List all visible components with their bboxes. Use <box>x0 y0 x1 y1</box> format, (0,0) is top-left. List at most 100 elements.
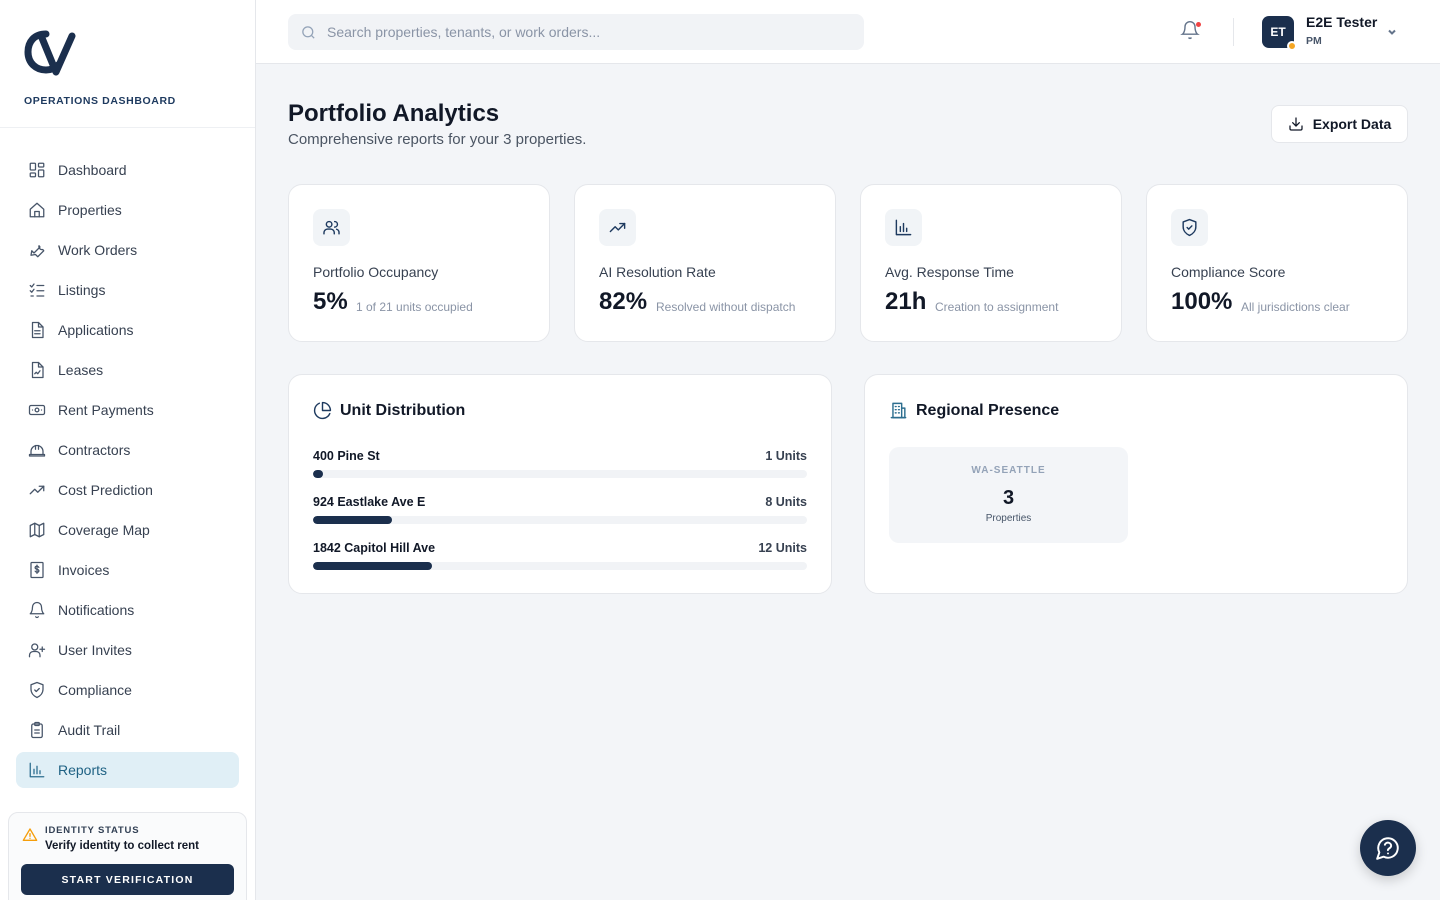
stat-note: Creation to assignment <box>935 300 1059 314</box>
unit-bar-track <box>313 516 807 524</box>
document-icon <box>31 321 44 339</box>
regional-presence-title: Regional Presence <box>916 401 1060 419</box>
stat-label: Compliance Score <box>1171 264 1286 280</box>
property-name: 1842 Capitol Hill Ave <box>313 541 436 555</box>
sidebar-item-label: User Invites <box>58 642 132 658</box>
identity-status-title: IDENTITY STATUS <box>45 825 140 836</box>
regional-presence-card: Regional Presence WA-SEATTLE 3 Propertie… <box>864 374 1408 594</box>
sidebar-item-label: Cost Prediction <box>58 482 153 498</box>
stat-card-avg-response-time: Avg. Response Time 21h Creation to assig… <box>860 184 1122 342</box>
stat-value: 82% <box>599 288 648 315</box>
export-data-button[interactable]: Export Data <box>1271 105 1408 143</box>
sidebar-item-label: Contractors <box>58 442 131 458</box>
sidebar-item-applications[interactable]: Applications <box>16 312 239 348</box>
stat-value: 100% <box>1171 288 1233 315</box>
notification-dot <box>1196 22 1201 27</box>
sidebar-item-audit-trail[interactable]: Audit Trail <box>16 712 239 748</box>
unit-count: 8 Units <box>765 495 807 509</box>
sidebar-item-label: Reports <box>58 762 108 778</box>
notifications-button[interactable] <box>1180 20 1202 42</box>
unit-row: 400 Pine St 1 Units <box>313 449 807 485</box>
start-verification-button[interactable]: START VERIFICATION <box>21 864 234 895</box>
unit-count: 12 Units <box>758 541 807 555</box>
topbar-divider <box>1233 18 1234 46</box>
trending-up-icon <box>609 222 626 233</box>
clipboard-icon <box>31 721 43 739</box>
user-plus-icon <box>28 643 46 658</box>
bar-chart-icon <box>895 219 912 236</box>
shield-check-icon <box>30 681 44 699</box>
search-icon <box>302 25 315 39</box>
stat-value: 21h <box>885 288 927 315</box>
avatar: ET <box>1262 16 1297 51</box>
sidebar-item-notifications[interactable]: Notifications <box>16 592 239 628</box>
bell-icon <box>29 601 45 619</box>
sidebar-item-label: Coverage Map <box>58 522 150 538</box>
sidebar-item-leases[interactable]: Leases <box>16 352 239 388</box>
home-icon <box>29 202 45 218</box>
sidebar-item-invoices[interactable]: Invoices <box>16 552 239 588</box>
bar-chart-icon <box>29 762 45 778</box>
unit-bar-fill <box>313 470 323 478</box>
stat-card-portfolio-occupancy: Portfolio Occupancy 5% 1 of 21 units occ… <box>288 184 550 342</box>
sidebar-item-label: Notifications <box>58 602 135 618</box>
sidebar-item-label: Work Orders <box>58 242 138 258</box>
brand: OPERATIONS DASHBOARD <box>0 0 255 128</box>
stat-card-compliance-score: Compliance Score 100% All jurisdictions … <box>1146 184 1408 342</box>
stat-value: 5% <box>313 288 348 315</box>
download-icon <box>1289 117 1303 131</box>
unit-distribution-title: Unit Distribution <box>340 401 466 419</box>
search-bar[interactable] <box>288 14 864 50</box>
page-subtitle: Comprehensive reports for your 3 propert… <box>288 131 587 148</box>
sidebar-item-label: Applications <box>58 322 134 338</box>
chat-help-icon <box>1376 837 1399 860</box>
identity-status-panel: IDENTITY STATUS Verify identity to colle… <box>8 812 247 900</box>
stat-label: AI Resolution Rate <box>599 264 716 280</box>
sidebar-item-label: Compliance <box>58 682 132 698</box>
pie-chart-icon <box>313 401 332 420</box>
sidebar-item-work-orders[interactable]: Work Orders <box>16 232 239 268</box>
property-name: 924 Eastlake Ave E <box>313 495 426 509</box>
shield-check-icon <box>1182 218 1197 237</box>
sidebar-item-dashboard[interactable]: Dashboard <box>16 152 239 188</box>
page-title: Portfolio Analytics <box>288 100 500 127</box>
brand-logo[interactable] <box>24 28 76 78</box>
sidebar-item-listings[interactable]: Listings <box>16 272 239 308</box>
sidebar-item-cost-prediction[interactable]: Cost Prediction <box>16 472 239 508</box>
sidebar-item-rent-payments[interactable]: Rent Payments <box>16 392 239 428</box>
unit-bar-fill <box>313 516 393 524</box>
sidebar-item-contractors[interactable]: Contractors <box>16 432 239 468</box>
dashboard-icon <box>29 162 45 178</box>
region-tile[interactable]: WA-SEATTLE 3 Properties <box>889 447 1128 543</box>
sidebar-item-label: Listings <box>58 282 106 298</box>
trending-up-icon <box>29 485 45 495</box>
sidebar-item-compliance[interactable]: Compliance <box>16 672 239 708</box>
regional-presence-header: Regional Presence <box>889 401 1059 420</box>
invoice-icon <box>30 561 44 579</box>
status-indicator <box>1287 41 1297 51</box>
help-chat-button[interactable] <box>1360 820 1416 876</box>
sidebar-item-user-invites[interactable]: User Invites <box>16 632 239 668</box>
user-name: E2E Tester <box>1306 14 1378 30</box>
unit-row: 1842 Capitol Hill Ave 12 Units <box>313 541 807 577</box>
sidebar-item-coverage-map[interactable]: Coverage Map <box>16 512 239 548</box>
stat-icon-wrap <box>599 209 636 246</box>
unit-bar-track <box>313 562 807 570</box>
brand-subtitle: OPERATIONS DASHBOARD <box>24 95 176 107</box>
sidebar-item-reports[interactable]: Reports <box>16 752 239 788</box>
avatar-initials: ET <box>1270 25 1286 39</box>
property-name: 400 Pine St <box>313 449 380 463</box>
region-property-count: 3 <box>1002 487 1015 509</box>
unit-bar-track <box>313 470 807 478</box>
region-code: WA-SEATTLE <box>971 465 1046 476</box>
hard-hat-icon <box>28 444 46 457</box>
user-menu[interactable]: ET E2E Tester PM <box>1262 14 1402 51</box>
unit-row: 924 Eastlake Ave E 8 Units <box>313 495 807 531</box>
identity-status-message: Verify identity to collect rent <box>45 840 200 852</box>
search-input[interactable] <box>327 24 847 40</box>
sidebar-item-properties[interactable]: Properties <box>16 192 239 228</box>
stat-icon-wrap <box>885 209 922 246</box>
stat-icon-wrap <box>1171 209 1208 246</box>
unit-distribution-card: Unit Distribution 400 Pine St 1 Units 92… <box>288 374 832 594</box>
bell-icon <box>1180 21 1200 40</box>
